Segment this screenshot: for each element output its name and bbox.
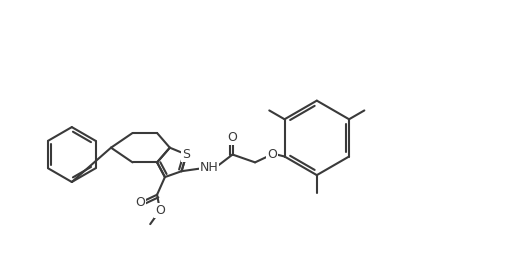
Text: S: S [183,148,190,161]
Text: O: O [267,148,277,161]
Text: O: O [135,196,145,209]
Text: O: O [155,204,165,217]
Text: NH: NH [200,161,218,174]
Text: O: O [227,131,237,144]
